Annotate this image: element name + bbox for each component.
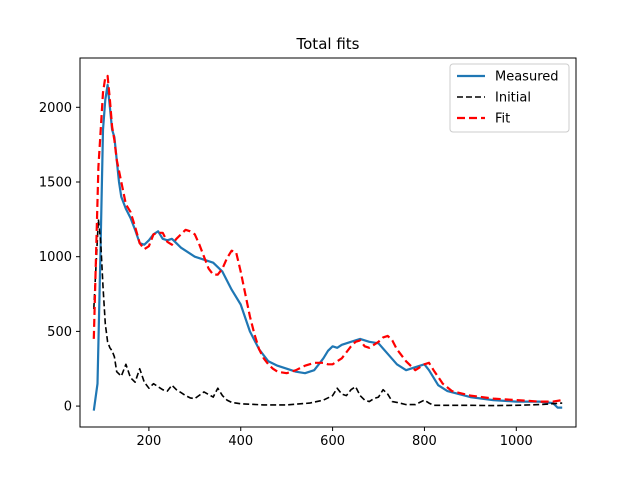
axes-frame — [79, 57, 577, 428]
legend-box — [449, 63, 570, 133]
y-tick-label: 1500 — [39, 175, 72, 190]
x-tick-label: 600 — [320, 434, 345, 449]
y-tick-label: 500 — [47, 325, 72, 340]
y-tick-label: 2000 — [39, 101, 72, 116]
y-tick-label: 1000 — [39, 250, 72, 265]
legend-label-initial: Initial — [495, 91, 531, 106]
series-line-initial — [93, 218, 563, 407]
x-tick-label: 1000 — [500, 434, 533, 449]
legend: Measured Initial Fit — [449, 63, 570, 133]
x-axis: 200 400 600 800 1000 — [136, 427, 533, 449]
legend-label-measured: Measured — [495, 70, 559, 85]
series-line-fit — [92, 74, 563, 403]
y-tick-label: 0 — [64, 400, 72, 415]
series-layer — [92, 74, 563, 411]
x-tick-label: 200 — [136, 434, 161, 449]
x-tick-label: 400 — [228, 434, 253, 449]
legend-label-fit: Fit — [495, 112, 510, 127]
y-axis: 0 500 1000 1500 2000 — [39, 101, 80, 415]
chart-title: Total fits — [296, 35, 360, 53]
x-tick-label: 800 — [412, 434, 437, 449]
